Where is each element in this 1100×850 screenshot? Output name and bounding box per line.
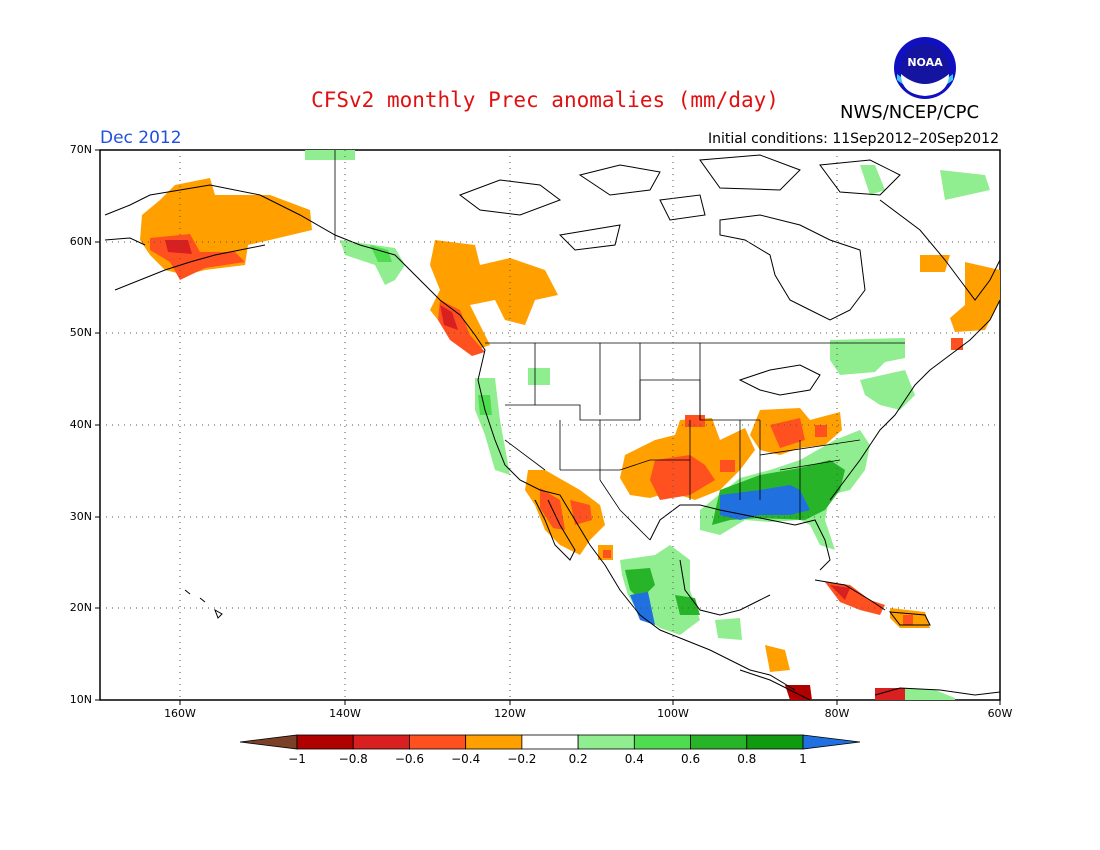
colorbar-tick-label: 0.6: [681, 752, 701, 766]
lon-label: 160W: [164, 707, 196, 720]
lat-label: 30N: [69, 510, 92, 523]
colorbar-tick-label: −0.2: [507, 752, 537, 766]
colorbar-tick-label: −0.8: [338, 752, 368, 766]
noaa-logo: NOAA: [894, 37, 956, 99]
forecast-month: Dec 2012: [100, 128, 182, 148]
lat-label: 40N: [69, 418, 92, 431]
colorbar-arrow-high: [802, 734, 861, 750]
lon-label: 140W: [329, 707, 361, 720]
colorbar-swatch: [746, 734, 804, 750]
colorbar-swatch: [352, 734, 410, 750]
lat-label: 50N: [69, 326, 92, 339]
lat-label: 70N: [69, 143, 92, 156]
lat-label: 60N: [69, 235, 92, 248]
agency-label: NWS/NCEP/CPC: [840, 102, 980, 123]
colorbar-tick-label: 0.2: [568, 752, 588, 766]
colorbar-swatch: [465, 734, 523, 750]
lon-label: 100W: [657, 707, 689, 720]
colorbar-tick-label: 1: [799, 752, 807, 766]
anomaly-fields: [140, 150, 1000, 700]
colorbar-tick-label: −1: [288, 752, 306, 766]
colorbar-swatch: [690, 734, 748, 750]
colorbar-arrow-low: [239, 734, 298, 750]
noaa-logo-text: NOAA: [907, 56, 943, 69]
initial-conditions: Initial conditions: 11Sep2012–20Sep2012: [707, 131, 999, 147]
colorbar-swatch: [633, 734, 691, 750]
colorbar-tick-label: −0.6: [394, 752, 424, 766]
colorbar-swatch: [521, 734, 579, 750]
tick-marks: [95, 149, 1001, 705]
colorbar-tick-label: 0.8: [737, 752, 757, 766]
colorbar-swatch: [296, 734, 354, 750]
colorbar-swatch: [577, 734, 635, 750]
lon-label: 120W: [494, 707, 526, 720]
colorbar-swatch: [409, 734, 467, 750]
lon-label: 80W: [824, 707, 850, 720]
gridlines: [100, 150, 1000, 700]
lon-label: 60W: [987, 707, 1013, 720]
chart-title: CFSv2 monthly Prec anomalies (mm/day): [311, 88, 779, 112]
state-borders: [334, 150, 905, 541]
lat-label: 10N: [69, 693, 92, 706]
colorbar-tick-label: 0.4: [624, 752, 644, 766]
colorbar-tick-label: −0.4: [451, 752, 481, 766]
lat-label: 20N: [69, 601, 92, 614]
